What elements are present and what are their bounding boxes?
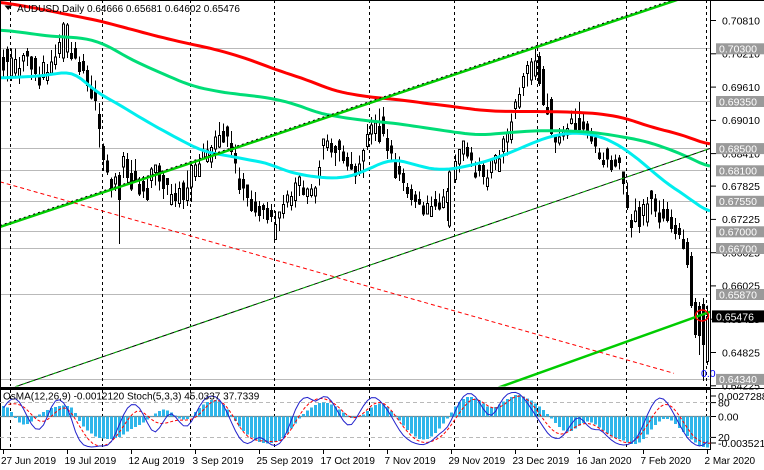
svg-text:19 Jul 2019: 19 Jul 2019 bbox=[65, 456, 117, 467]
svg-text:0.67000: 0.67000 bbox=[719, 227, 757, 239]
svg-text:80: 80 bbox=[718, 397, 730, 409]
svg-text:3 Sep 2019: 3 Sep 2019 bbox=[193, 456, 245, 467]
svg-text:23 Dec 2019: 23 Dec 2019 bbox=[513, 456, 570, 467]
svg-text:0.69010: 0.69010 bbox=[722, 115, 760, 127]
svg-text:0.00: 0.00 bbox=[718, 411, 739, 423]
svg-text:0.67225: 0.67225 bbox=[722, 214, 760, 226]
svg-text:0.68100: 0.68100 bbox=[719, 166, 757, 178]
svg-text:0.67550: 0.67550 bbox=[719, 196, 757, 208]
svg-text:0.67825: 0.67825 bbox=[722, 181, 760, 193]
svg-text:7 Feb 2020: 7 Feb 2020 bbox=[641, 456, 692, 467]
svg-text:0.69350: 0.69350 bbox=[719, 96, 757, 108]
svg-text:27 Jun 2019: 27 Jun 2019 bbox=[1, 456, 56, 467]
svg-text:20: 20 bbox=[718, 432, 730, 444]
svg-text:-0.0035214: -0.0035214 bbox=[718, 438, 764, 450]
svg-text:0.66700: 0.66700 bbox=[719, 243, 757, 255]
svg-text:12 Aug 2019: 12 Aug 2019 bbox=[129, 456, 186, 467]
svg-text:17 Oct 2019: 17 Oct 2019 bbox=[321, 456, 376, 467]
svg-text:0.0: 0.0 bbox=[701, 368, 716, 380]
svg-text:16 Jan 2020: 16 Jan 2020 bbox=[577, 456, 632, 467]
svg-text:0.70300: 0.70300 bbox=[719, 44, 757, 56]
svg-text:0.64340: 0.64340 bbox=[719, 374, 757, 386]
svg-text:0.69610: 0.69610 bbox=[722, 82, 760, 94]
svg-text:29 Nov 2019: 29 Nov 2019 bbox=[449, 456, 506, 467]
svg-text:2 Mar 2020: 2 Mar 2020 bbox=[705, 456, 756, 467]
svg-text:0.0027288: 0.0027288 bbox=[718, 391, 764, 403]
svg-text:0.64825: 0.64825 bbox=[722, 347, 760, 359]
svg-text:25 Sep 2019: 25 Sep 2019 bbox=[257, 456, 314, 467]
svg-text:OsMA(12,26,9) -0.0012120 Stoc: OsMA(12,26,9) -0.0012120 Stoch(5,3,3) 45… bbox=[3, 392, 260, 403]
svg-text:0.65870: 0.65870 bbox=[719, 289, 757, 301]
svg-text:0.70810: 0.70810 bbox=[722, 15, 760, 27]
svg-text:AUDUSD,Daily 0.64666 0.65681: AUDUSD,Daily 0.64666 0.65681 0.64602 0.6… bbox=[17, 4, 240, 15]
svg-text:0.65476: 0.65476 bbox=[716, 311, 754, 323]
svg-text:0.68500: 0.68500 bbox=[719, 143, 757, 155]
svg-text:7 Nov 2019: 7 Nov 2019 bbox=[385, 456, 437, 467]
